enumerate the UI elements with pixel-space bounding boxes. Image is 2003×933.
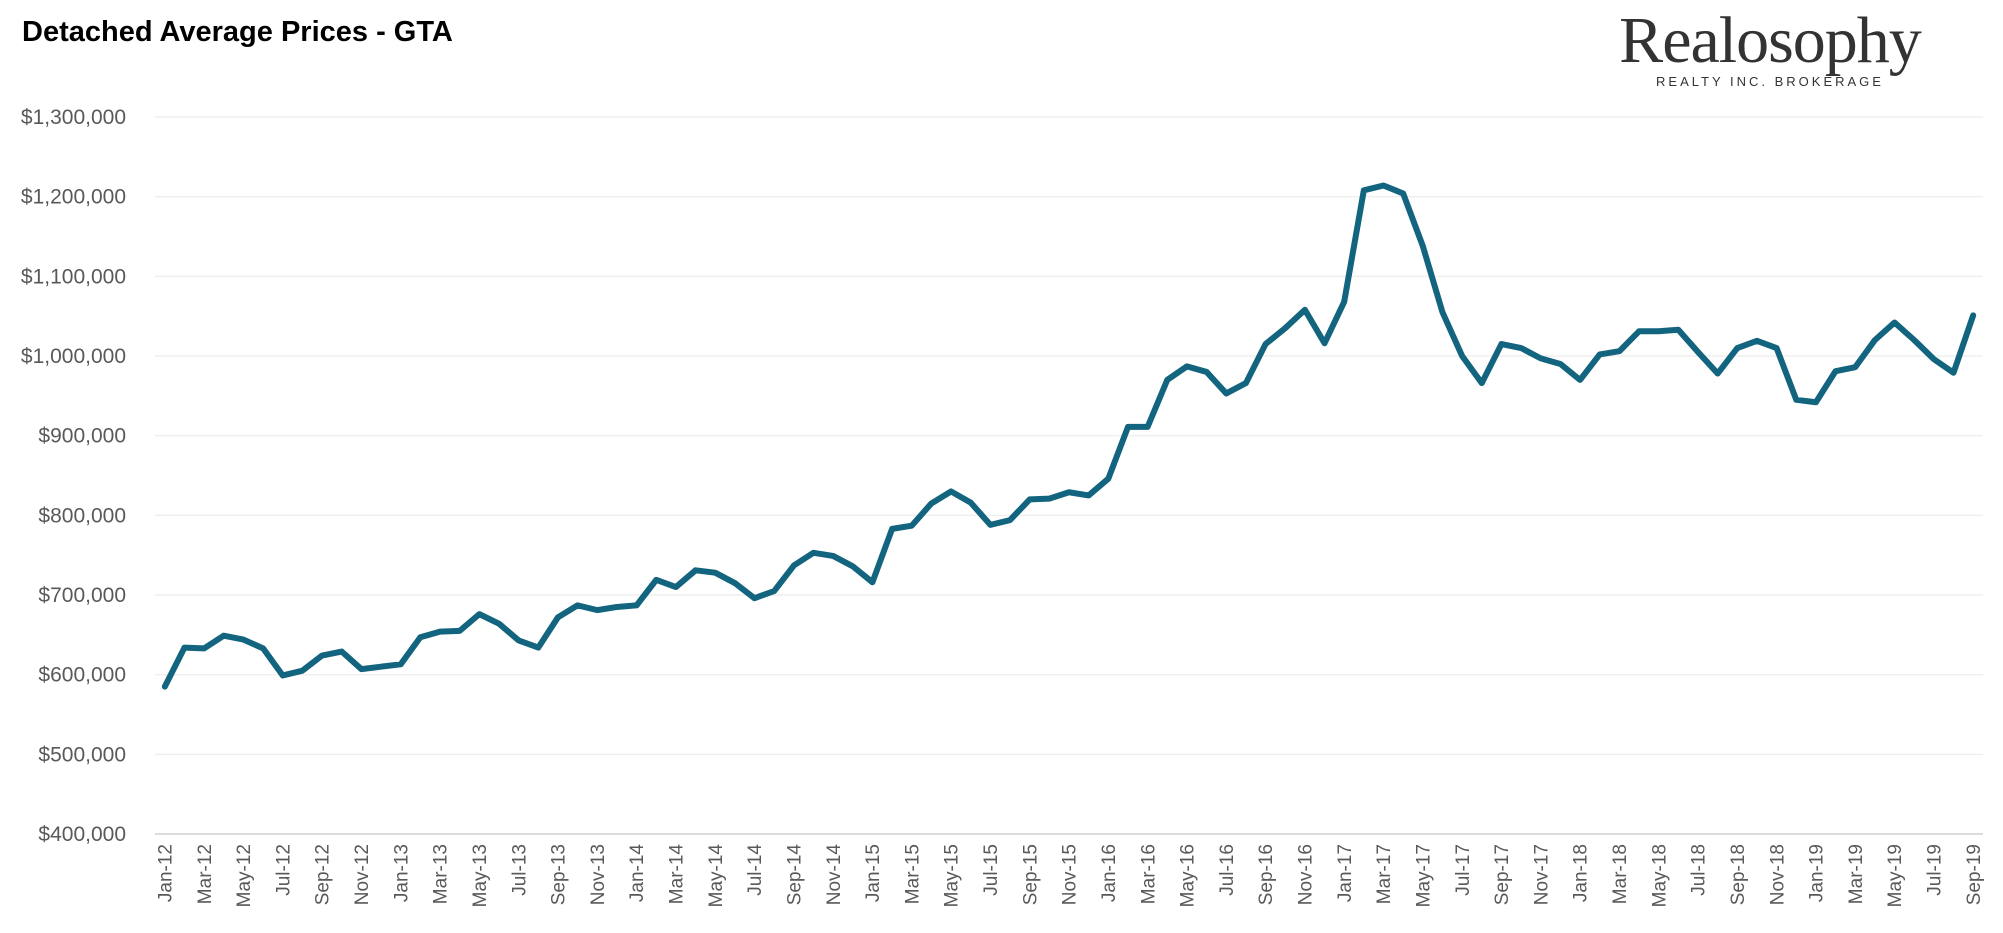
x-tick-label: May-12 (234, 844, 255, 907)
x-tick-label: Jul-14 (745, 844, 766, 896)
x-tick-label: Mar-16 (1138, 844, 1159, 904)
x-tick-label: Jul-18 (1689, 844, 1710, 896)
x-tick-label: May-18 (1649, 844, 1670, 907)
x-tick-label: Mar-12 (195, 844, 216, 904)
x-tick-label: Nov-18 (1767, 844, 1788, 905)
chart-title: Detached Average Prices - GTA (22, 16, 453, 48)
gridlines (155, 116, 1983, 755)
x-tick-label: May-19 (1885, 844, 1906, 907)
y-tick-label: $1,200,000 (21, 186, 126, 209)
x-tick-label: Jan-13 (391, 844, 412, 902)
x-tick-label: Sep-13 (549, 844, 570, 905)
x-tick-label: Jul-13 (509, 844, 530, 896)
x-tick-label: Nov-12 (352, 844, 373, 905)
logo-tagline: REALTY INC. BROKERAGE (1656, 74, 1884, 89)
y-tick-label: $800,000 (38, 504, 126, 527)
y-tick-label: $500,000 (38, 743, 126, 766)
y-tick-label: $1,300,000 (21, 106, 126, 129)
x-tick-label: Sep-16 (1256, 844, 1277, 905)
x-tick-label: Mar-13 (431, 844, 452, 904)
x-tick-label: Mar-19 (1846, 844, 1867, 904)
brand-logo: Realosophy REALTY INC. BROKERAGE (1560, 6, 1980, 96)
logo-name: Realosophy (1619, 4, 1922, 77)
y-tick-label: $900,000 (38, 425, 126, 448)
x-tick-label: Sep-17 (1492, 844, 1513, 905)
x-tick-label: Jul-17 (1453, 844, 1474, 896)
x-tick-label: Sep-12 (313, 844, 334, 905)
y-tick-label: $1,000,000 (21, 345, 126, 368)
series-line (161, 182, 1977, 690)
x-tick-label: May-15 (942, 844, 963, 907)
x-tick-label: Sep-18 (1728, 844, 1749, 905)
y-tick-label: $600,000 (38, 664, 126, 687)
x-tick-label: Jan-16 (1099, 844, 1120, 902)
y-tick-label: $700,000 (38, 584, 126, 607)
x-tick-label: Nov-17 (1531, 844, 1552, 905)
x-tick-label: May-14 (706, 844, 727, 908)
x-tick-label: Jan-17 (1335, 844, 1356, 902)
x-tick-label: Sep-15 (1020, 844, 1041, 905)
x-axis: Jan-12 Mar-12 May-12 Jul-12 Sep-12 Nov-12 Jan-… (155, 833, 1985, 908)
y-tick-label: $1,100,000 (21, 265, 126, 288)
series-layer (161, 182, 1977, 690)
x-tick-label: Jul-19 (1925, 844, 1946, 896)
x-tick-label: Sep-14 (784, 844, 805, 906)
x-tick-label: Nov-16 (1296, 844, 1317, 905)
y-axis: $400,000 $500,000 $600,000 $700,000 $800,000… (21, 106, 126, 846)
x-tick-label: Jul-12 (273, 844, 294, 896)
x-tick-label: Jan-14 (627, 844, 648, 903)
x-tick-label: Mar-18 (1610, 844, 1631, 904)
x-tick-label: Nov-15 (1060, 844, 1081, 905)
x-tick-label: Mar-17 (1374, 844, 1395, 904)
x-tick-label: Jul-15 (981, 844, 1002, 896)
x-tick-label: Jul-16 (1217, 844, 1238, 896)
x-tick-label: May-16 (1178, 844, 1199, 907)
x-tick-label: Mar-15 (902, 844, 923, 904)
y-tick-label: $400,000 (38, 823, 126, 846)
x-tick-label: Nov-13 (588, 844, 609, 905)
x-tick-label: Sep-19 (1964, 844, 1985, 905)
x-tick-label: Jan-18 (1571, 844, 1592, 902)
x-tick-label: May-17 (1413, 844, 1434, 907)
x-tick-label: Jan-15 (863, 844, 884, 902)
x-tick-label: May-13 (470, 844, 491, 907)
x-tick-label: Jan-19 (1807, 844, 1828, 902)
x-tick-label: Mar-14 (667, 844, 688, 905)
x-tick-label: Nov-14 (824, 844, 845, 906)
x-tick-label: Jan-12 (155, 844, 176, 902)
